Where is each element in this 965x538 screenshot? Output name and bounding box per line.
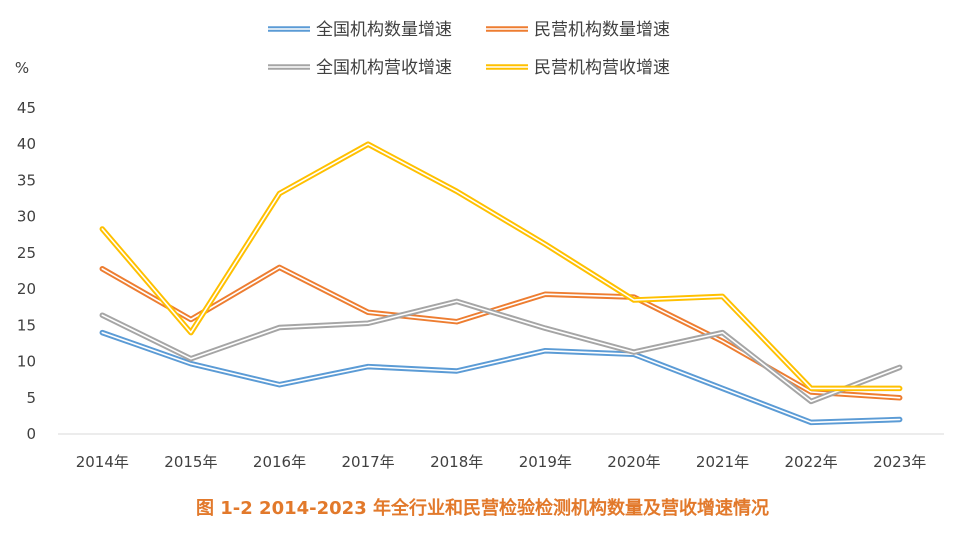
x-tick-label: 2019年	[519, 453, 572, 471]
x-tick-labels: 2014年 2015年 2016年 2017年 2018年 2019年 2020年 2021年…	[76, 453, 927, 471]
legend-item: 民营机构数量增速	[486, 20, 670, 40]
legend-label: 全国机构营收增速	[316, 58, 452, 78]
x-tick-label: 2023年	[873, 453, 926, 471]
y-tick-label: 35	[17, 171, 36, 189]
legend-label: 全国机构数量增速	[316, 20, 452, 40]
series-lines	[99, 141, 903, 426]
x-tick-label: 2018年	[430, 453, 483, 471]
figure-caption: 图 1-2 2014-2023 年全行业和民营检验检测机构数量及营收增速情况	[196, 498, 769, 519]
x-tick-label: 2021年	[696, 453, 749, 471]
y-tick-label: 5	[26, 389, 36, 407]
y-tick-labels: 0 5 10 15 20 25 30 35 40 45	[17, 99, 36, 443]
legend-item: 全国机构营收增速	[268, 58, 452, 78]
y-axis-label: %	[15, 59, 29, 77]
y-tick-label: 30	[17, 208, 36, 226]
x-tick-label: 2020年	[607, 453, 660, 471]
x-tick-label: 2014年	[76, 453, 129, 471]
series-line	[99, 141, 903, 392]
y-tick-label: 15	[17, 316, 36, 334]
y-tick-label: 25	[17, 244, 36, 262]
x-tick-label: 2022年	[785, 453, 838, 471]
y-tick-label: 10	[17, 353, 36, 371]
y-tick-label: 45	[17, 99, 36, 117]
y-tick-label: 20	[17, 280, 36, 298]
x-tick-label: 2017年	[342, 453, 395, 471]
x-tick-label: 2016年	[253, 453, 306, 471]
legend-item: 民营机构营收增速	[486, 58, 670, 78]
x-tick-label: 2015年	[164, 453, 217, 471]
legend-item: 全国机构数量增速	[268, 20, 452, 40]
series-line	[99, 329, 903, 426]
legend-label: 民营机构营收增速	[534, 58, 670, 78]
y-tick-label: 0	[26, 425, 36, 443]
legend-label: 民营机构数量增速	[534, 20, 670, 40]
series-line	[99, 298, 903, 405]
y-tick-label: 40	[17, 135, 36, 153]
